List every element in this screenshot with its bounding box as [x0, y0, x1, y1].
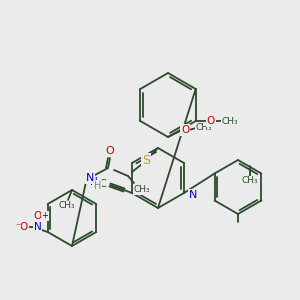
- Text: CH₃: CH₃: [242, 176, 258, 185]
- Text: N: N: [34, 222, 42, 232]
- Text: CH₃: CH₃: [59, 202, 75, 211]
- Text: H: H: [94, 181, 102, 191]
- Text: O: O: [181, 125, 189, 135]
- Text: O: O: [207, 116, 215, 126]
- Text: O: O: [106, 146, 114, 156]
- Text: +: +: [41, 212, 48, 220]
- Text: CH₃: CH₃: [196, 122, 212, 131]
- Text: C: C: [99, 179, 106, 189]
- Text: ⁻: ⁻: [15, 222, 20, 232]
- Text: S: S: [142, 154, 150, 166]
- Text: O: O: [34, 211, 42, 221]
- Text: N: N: [189, 190, 197, 200]
- Text: N: N: [86, 173, 94, 183]
- Text: CH₃: CH₃: [134, 185, 150, 194]
- Text: CH₃: CH₃: [221, 116, 238, 125]
- Text: N: N: [90, 177, 98, 187]
- Text: O: O: [20, 222, 28, 232]
